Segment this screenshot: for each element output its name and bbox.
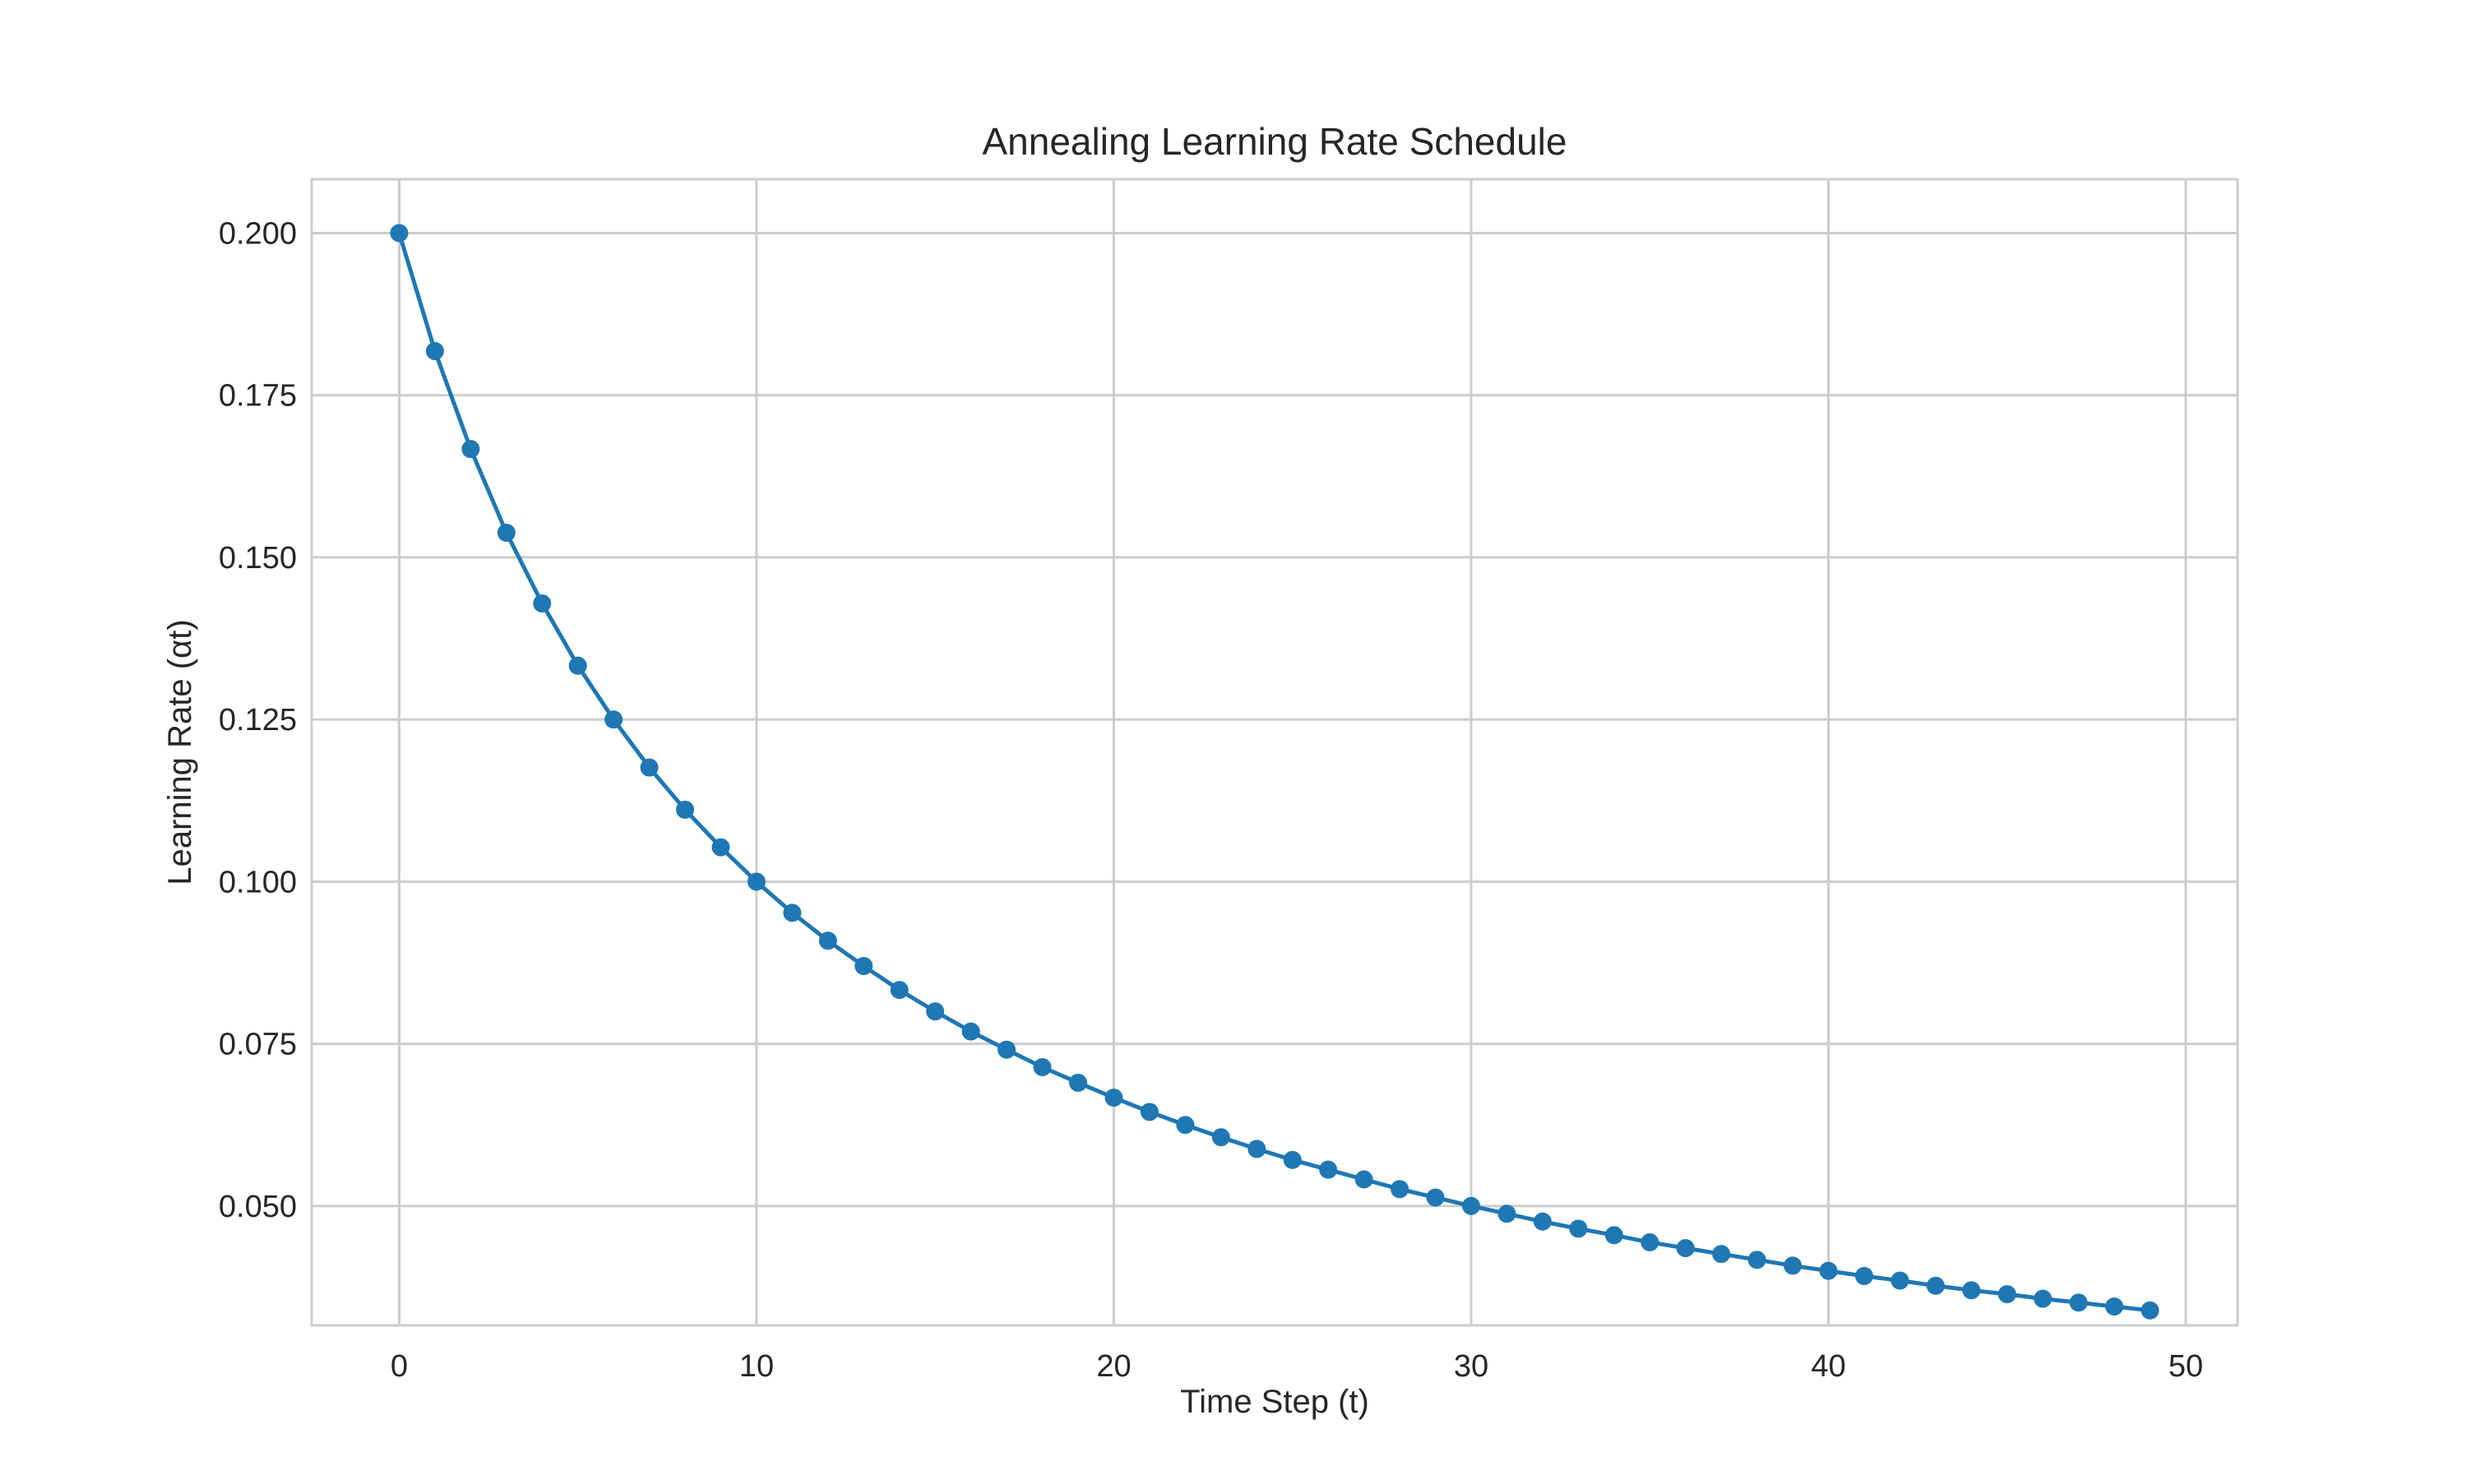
data-point <box>2069 1293 2088 1312</box>
data-point <box>640 758 659 777</box>
data-point <box>926 1002 945 1021</box>
x-tick-label: 50 <box>2168 1349 2203 1384</box>
data-point <box>1712 1245 1731 1264</box>
x-tick-label: 30 <box>1454 1349 1488 1384</box>
y-tick-label: 0.100 <box>219 865 297 899</box>
data-point <box>1676 1239 1695 1258</box>
y-tick-label: 0.125 <box>219 703 297 737</box>
data-point <box>1997 1285 2016 1304</box>
data-point <box>390 224 409 243</box>
y-tick-label: 0.075 <box>219 1028 297 1062</box>
data-point <box>747 872 766 891</box>
data-point <box>461 440 480 459</box>
data-point <box>997 1040 1016 1059</box>
data-point <box>1354 1170 1373 1189</box>
data-point <box>1819 1261 1838 1280</box>
grid-lines <box>312 179 2238 1325</box>
series-layer <box>390 224 2159 1320</box>
x-axis-ticks: 0 10 20 30 40 50 <box>391 1349 2203 1384</box>
x-tick-label: 10 <box>739 1349 774 1384</box>
data-point <box>1391 1180 1409 1199</box>
data-point <box>1497 1204 1516 1223</box>
x-tick-label: 20 <box>1096 1349 1131 1384</box>
data-point <box>961 1022 980 1041</box>
y-axis-label: Learning Rate (αt) <box>162 619 198 885</box>
data-point <box>854 956 873 975</box>
data-point <box>1319 1160 1338 1179</box>
data-point <box>2034 1289 2053 1308</box>
data-point <box>1461 1196 1480 1215</box>
data-point <box>1283 1150 1302 1169</box>
data-point <box>1604 1226 1623 1245</box>
data-point <box>604 710 623 729</box>
data-point <box>1247 1140 1266 1158</box>
data-point <box>1747 1251 1766 1269</box>
data-point <box>1140 1103 1159 1121</box>
data-point <box>1641 1233 1659 1252</box>
y-tick-label: 0.200 <box>219 216 297 251</box>
data-point <box>2141 1301 2159 1320</box>
data-point <box>1926 1276 1945 1295</box>
data-point <box>1211 1128 1230 1147</box>
data-point <box>1784 1256 1803 1275</box>
data-point <box>533 594 552 613</box>
data-point <box>1854 1267 1873 1286</box>
chart-title: Annealing Learning Rate Schedule <box>983 120 1567 163</box>
y-axis-ticks: 0.050 0.075 0.100 0.125 0.150 0.175 0.200 <box>219 216 297 1223</box>
plot-frame <box>310 178 2239 1327</box>
data-point <box>1176 1116 1195 1135</box>
data-point <box>1962 1281 1981 1300</box>
data-point <box>1569 1219 1588 1238</box>
x-axis-label: Time Step (t) <box>1180 1384 1369 1420</box>
x-tick-label: 0 <box>391 1349 408 1384</box>
data-point <box>1533 1212 1552 1231</box>
data-point <box>890 981 909 1000</box>
data-point <box>1033 1058 1052 1077</box>
data-point <box>2105 1297 2124 1316</box>
data-point <box>1104 1089 1123 1107</box>
data-point <box>1891 1271 1909 1290</box>
data-point <box>425 342 444 361</box>
y-tick-label: 0.150 <box>219 541 297 576</box>
data-point <box>676 800 695 819</box>
x-tick-label: 40 <box>1811 1349 1845 1384</box>
data-point <box>497 523 516 542</box>
data-point <box>1426 1188 1445 1207</box>
data-point <box>568 656 587 675</box>
data-point <box>818 932 837 950</box>
y-tick-label: 0.050 <box>219 1190 297 1224</box>
data-point <box>711 838 730 857</box>
y-tick-label: 0.175 <box>219 379 297 414</box>
data-point <box>1069 1073 1088 1092</box>
data-point <box>783 904 802 922</box>
